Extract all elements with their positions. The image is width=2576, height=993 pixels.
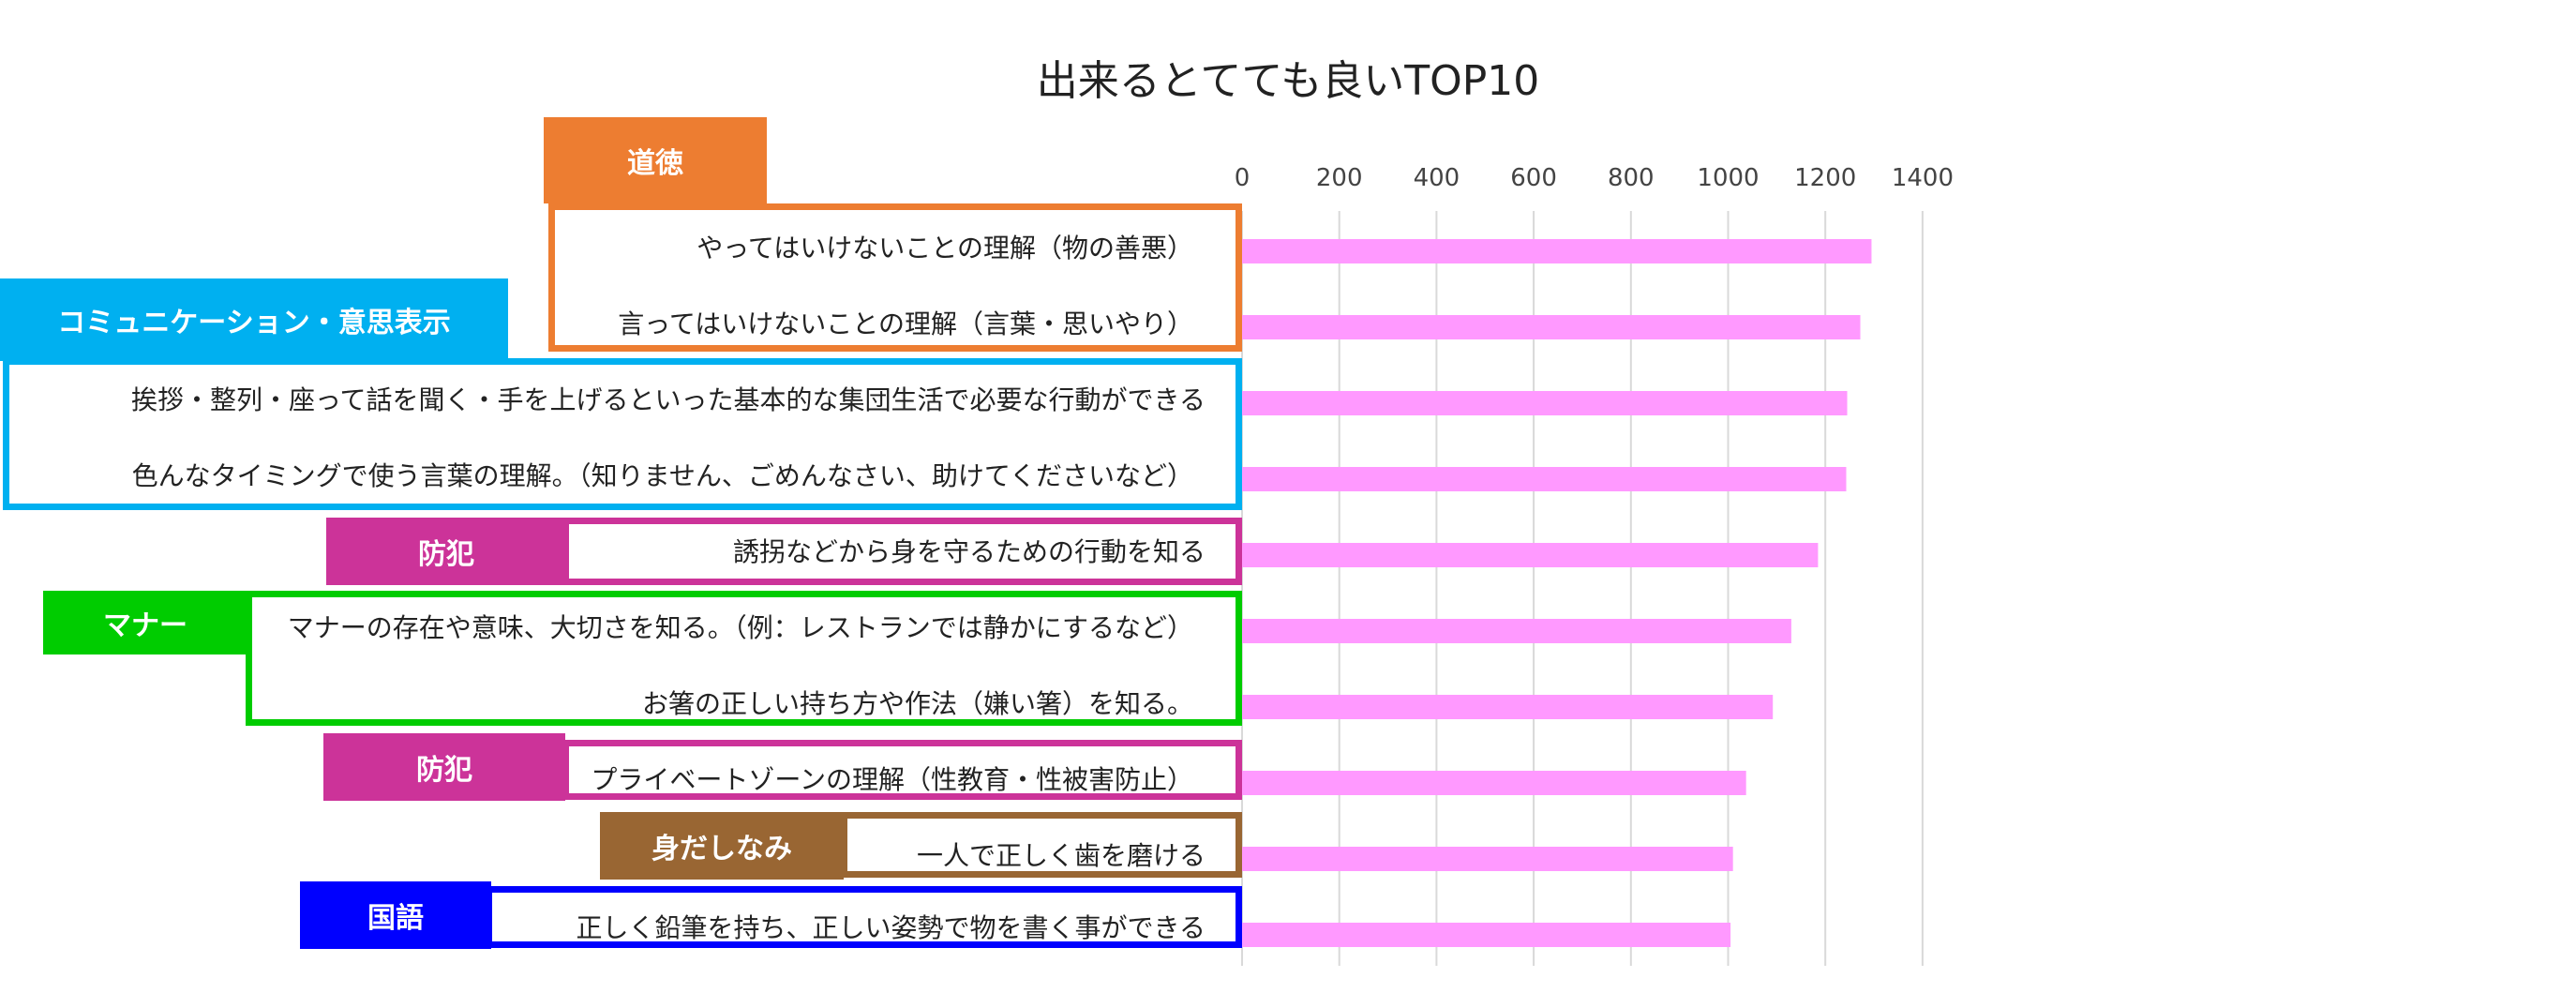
tag-crime-prevention-1: 防犯: [326, 518, 566, 585]
tag-japanese: 国語: [300, 881, 491, 949]
category-label: 誘拐などから身を守るための行動を知る: [732, 536, 1206, 567]
x-tick-label: 1200: [1794, 164, 1856, 192]
category-label: 挨拶・整列・座って話を聞く・手を上げるといった基本的な集団生活で必要な行動ができ…: [130, 384, 1206, 415]
bar: [1242, 239, 1872, 263]
group-box-communication: [3, 358, 1242, 510]
group-box-crime-prevention-1: [562, 518, 1242, 585]
category-label: マナーの存在や意味、大切さを知る。（例：レストランでは静かにするなど）: [287, 612, 1193, 643]
bar: [1242, 543, 1819, 567]
category-label: 一人で正しく歯を磨ける: [916, 840, 1206, 871]
chart-title: 出来るとてても良いTOP10: [1036, 57, 1540, 105]
category-label: プライベートゾーンの理解（性教育・性被害防止）: [591, 764, 1193, 795]
x-tick-label: 200: [1316, 164, 1363, 192]
category-label: お箸の正しい持ち方や作法（嫌い箸）を知る。: [641, 688, 1193, 719]
x-tick-label: 0: [1235, 164, 1251, 192]
bar: [1242, 391, 1848, 415]
category-label: 色んなタイミングで使う言葉の理解。（知りません、ごめんなさい、助けてくださいなど…: [131, 460, 1193, 491]
x-tick-label: 1000: [1697, 164, 1759, 192]
tag-manners: マナー: [43, 591, 247, 654]
tag-communication: コミュニケーション・意思表示: [0, 278, 508, 361]
bar: [1242, 923, 1731, 947]
bar: [1242, 619, 1791, 643]
category-label: やってはいけないことの理解（物の善悪）: [696, 233, 1193, 263]
category-label: 正しく鉛筆を持ち、正しい姿勢で物を書く事ができる: [576, 912, 1206, 943]
x-tick-label: 1400: [1892, 164, 1954, 192]
x-tick-label: 600: [1510, 164, 1557, 192]
tag-grooming: 身だしなみ: [600, 812, 844, 880]
bar: [1242, 467, 1847, 491]
x-tick-label: 800: [1608, 164, 1655, 192]
bar: [1242, 847, 1733, 871]
bar: [1242, 315, 1861, 339]
bar: [1242, 695, 1774, 719]
category-label: 言ってはいけないことの理解（言葉・思いやり）: [618, 308, 1193, 339]
group-box-japanese: [486, 886, 1242, 948]
x-tick-label: 400: [1414, 164, 1460, 192]
tag-crime-prevention-2: 防犯: [323, 733, 565, 801]
tag-moral: 道徳: [544, 117, 767, 203]
group-box-crime-prevention-2: [562, 740, 1242, 800]
bar: [1242, 771, 1746, 795]
group-box-moral: [548, 203, 1242, 352]
group-box-grooming: [841, 812, 1242, 878]
group-box-manners: [246, 591, 1242, 726]
